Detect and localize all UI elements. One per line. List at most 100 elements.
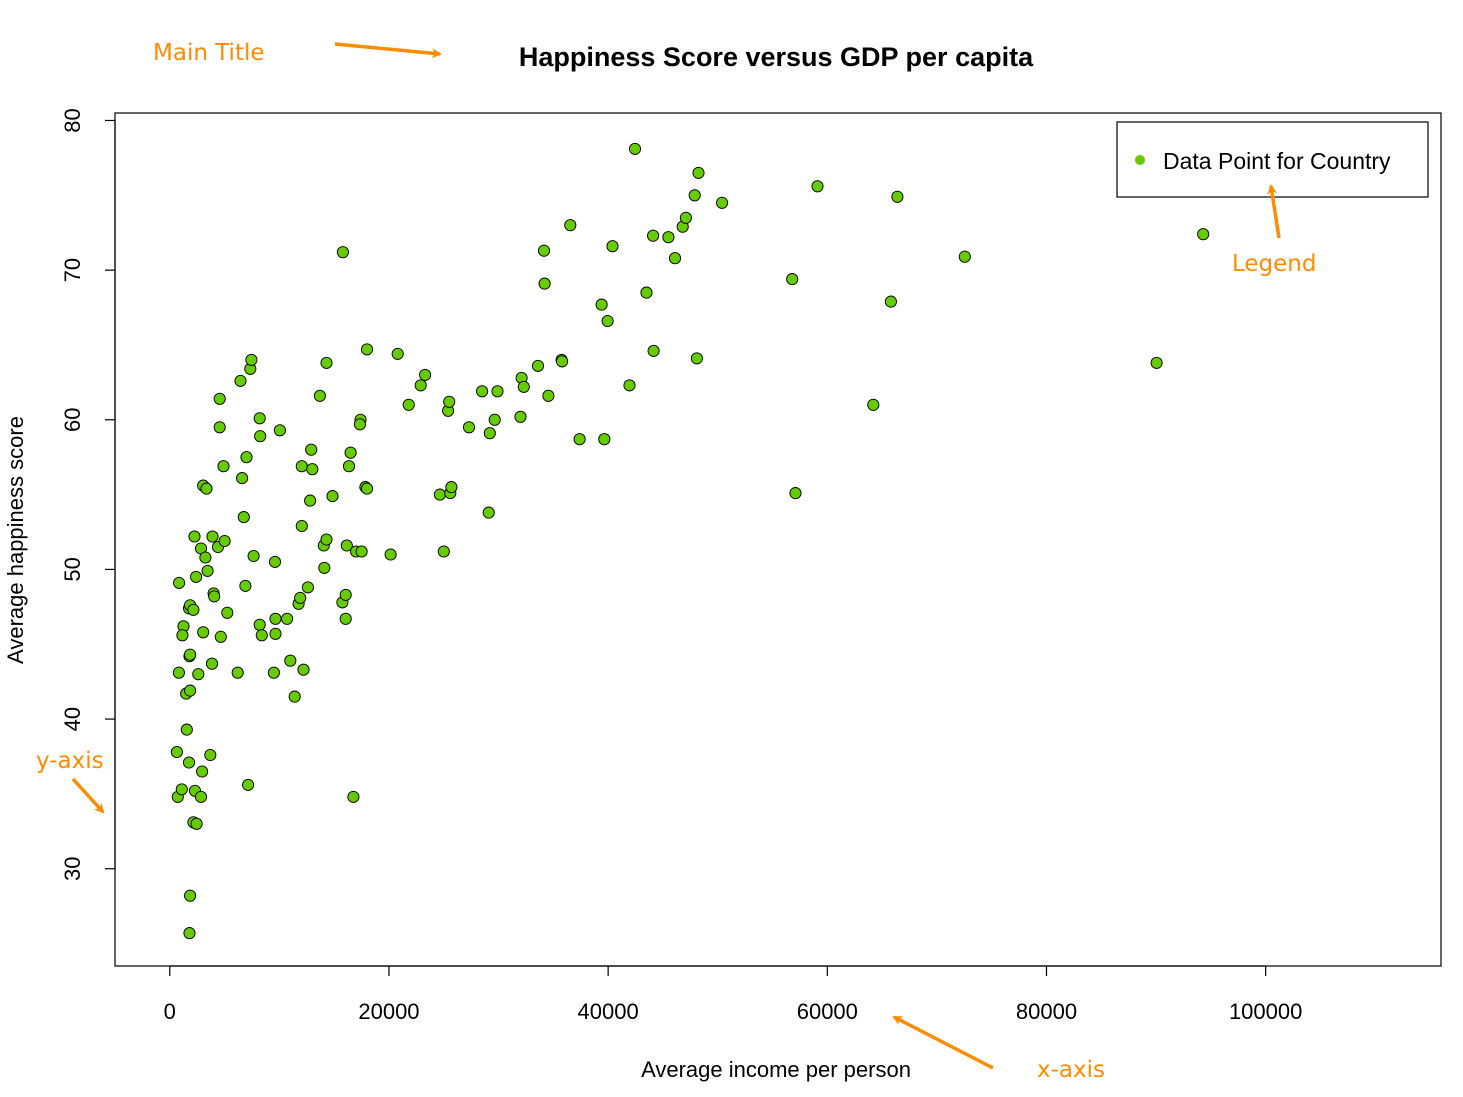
data-point	[240, 451, 253, 464]
data-point	[200, 482, 213, 495]
data-point	[288, 690, 301, 703]
x-tick-label: 80000	[1016, 999, 1077, 1024]
data-point	[192, 668, 205, 681]
annotation-x-axis: x-axis	[1037, 1057, 1105, 1083]
data-point	[231, 666, 244, 679]
data-point	[201, 564, 214, 577]
arrow-y-axis	[71, 777, 105, 814]
data-point	[344, 446, 357, 459]
data-point	[716, 196, 729, 209]
data-point	[342, 460, 356, 473]
data-point	[340, 539, 353, 552]
data-point	[208, 590, 221, 603]
data-point	[538, 277, 551, 290]
legend-entry: Data Point for Country	[1163, 148, 1391, 174]
data-point	[254, 430, 267, 443]
y-tick-label: 30	[60, 856, 85, 880]
data-point	[184, 684, 197, 697]
plot-frame	[114, 112, 1442, 967]
annotation-main-title: Main Title	[153, 40, 265, 66]
data-point	[221, 606, 234, 619]
data-point	[556, 355, 569, 368]
data-point	[294, 591, 307, 604]
x-tick-label: 20000	[358, 999, 419, 1024]
data-point	[623, 379, 636, 392]
data-point	[253, 618, 266, 631]
data-point	[273, 424, 286, 437]
y-tick-label: 50	[60, 557, 85, 581]
data-point	[182, 756, 196, 769]
data-point	[531, 359, 545, 372]
data-point	[786, 273, 799, 286]
data-point	[318, 561, 331, 574]
data-point	[891, 190, 904, 203]
data-point	[336, 246, 349, 259]
data-point	[197, 626, 210, 639]
data-point	[304, 494, 317, 507]
data-point	[295, 460, 308, 473]
data-point	[462, 421, 476, 434]
data-point	[170, 745, 183, 759]
data-point	[199, 551, 212, 564]
data-point	[391, 347, 404, 360]
data-point	[284, 654, 297, 667]
y-tick-label: 80	[60, 108, 85, 132]
data-point	[692, 166, 705, 179]
data-point	[537, 244, 551, 257]
y-tick-label: 70	[60, 258, 85, 282]
data-point	[218, 534, 231, 548]
data-point	[187, 603, 200, 616]
data-point	[190, 570, 203, 583]
data-point	[1197, 228, 1210, 241]
data-point	[236, 472, 249, 485]
data-point	[297, 663, 310, 676]
arrow-x-axis	[892, 1015, 994, 1070]
data-point	[573, 433, 586, 446]
data-point	[176, 629, 189, 642]
arrow-legend	[1267, 184, 1281, 239]
data-point	[301, 581, 314, 594]
data-point	[213, 392, 226, 405]
y-axis-label: Average happiness score	[3, 416, 28, 664]
data-point	[239, 579, 252, 592]
data-point	[194, 790, 208, 803]
data-point	[414, 379, 427, 392]
data-point	[517, 380, 530, 393]
legend: Data Point for Country	[1116, 121, 1429, 198]
data-point	[360, 343, 374, 356]
data-point	[188, 530, 201, 543]
data-point	[437, 545, 450, 558]
data-point	[204, 748, 217, 762]
x-tick-label: 40000	[578, 999, 639, 1024]
data-point	[353, 418, 366, 431]
data-point	[206, 530, 219, 543]
annotation-y-axis: y-axis	[36, 748, 104, 774]
data-point	[305, 443, 318, 456]
data-point	[647, 344, 660, 357]
annotations: Main Title Legend y-axis x-axis	[36, 40, 1317, 1083]
data-point	[384, 548, 397, 561]
data-point	[320, 356, 333, 369]
chart-title: Happiness Score versus GDP per capita	[519, 42, 1034, 72]
x-axis: 0 20000 40000 60000 80000 100000	[164, 965, 1302, 1024]
data-point	[668, 252, 682, 265]
data-point	[245, 353, 258, 366]
data-point	[690, 352, 703, 365]
data-point	[433, 488, 446, 501]
data-point	[1150, 356, 1163, 369]
data-point	[488, 413, 501, 426]
data-point	[598, 433, 611, 446]
data-point	[267, 666, 280, 679]
data-point	[172, 666, 185, 679]
data-point	[213, 421, 226, 434]
data-point	[295, 519, 308, 533]
data-point	[183, 927, 196, 940]
data-point	[595, 298, 608, 311]
data-point	[564, 219, 577, 232]
data-point	[175, 783, 188, 796]
data-point	[789, 487, 802, 500]
data-point	[242, 778, 255, 791]
data-point	[313, 389, 326, 402]
data-point	[184, 889, 197, 902]
data-point	[217, 460, 230, 473]
